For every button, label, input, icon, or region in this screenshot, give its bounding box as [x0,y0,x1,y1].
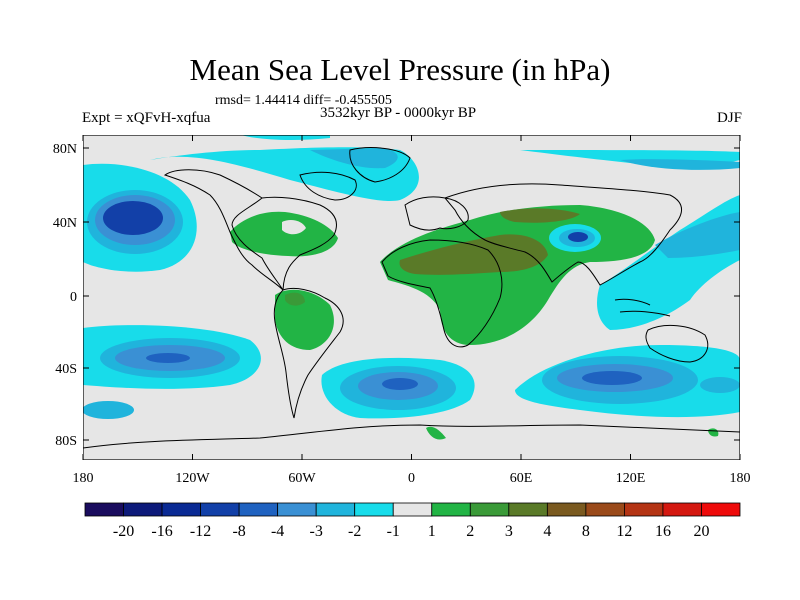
lon-tick-label: 60W [288,471,316,486]
colorbar-label: -2 [348,523,361,540]
north-america-anomaly [230,211,338,257]
colorbar-swatch [123,502,163,517]
north-pacific-anomaly [83,163,197,272]
lon-tick-label: 180 [73,471,94,486]
colorbar-label: -20 [113,523,134,540]
colorbar-label: 20 [693,523,709,540]
colorbar-label: 3 [505,523,513,540]
lon-tick-label: 120W [175,471,210,486]
lat-tick-label: 80N [53,142,77,157]
colorbar-swatch [508,502,548,517]
season-label: DJF [716,110,742,126]
colorbar-swatch [392,502,433,517]
colorbar-swatch [277,502,317,517]
lat-tick-label: 40N [53,216,77,231]
longitude-axis: 180 120W 60W 0 60E 120E 180 [73,135,751,486]
lon-tick-label: 120E [616,471,646,486]
arctic-anomaly [150,135,740,201]
colorbar-swatch [431,502,471,517]
colorbar-label: -12 [190,523,211,540]
colorbar-label: -1 [387,523,400,540]
lon-tick-label: 0 [408,471,415,486]
lat-tick-label: 80S [55,434,77,449]
colorbar-swatch [662,502,702,517]
colorbar-swatch [585,502,625,517]
colorbar-label: 16 [655,523,671,540]
south-atlantic-anomaly [321,357,475,419]
colorbar-swatch [200,502,240,517]
colorbar-label: 4 [543,523,551,540]
south-pacific-anomaly [83,325,261,419]
colorbar-swatch [238,502,279,517]
colorbar-swatch [161,502,201,517]
south-indian-anomaly [515,345,740,418]
colorbar-label: -16 [151,523,172,540]
colorbar: -20 -16 -12 -8 -4 -3 -2 -1 1 2 3 4 8 12 16 20 [84,502,741,540]
colorbar-label: -8 [232,523,245,540]
colorbar-label: -3 [310,523,323,540]
south-america-anomaly [275,289,334,350]
stats-line: rmsd= 1.44414 diff= -0.455505 [215,93,392,108]
colorbar-label: -4 [271,523,284,540]
lat-tick-label: 0 [70,290,77,305]
colorbar-swatch [701,502,741,517]
coastlines [83,147,740,449]
africa-eurasia-anomaly [380,205,655,345]
lon-tick-label: 180 [730,471,751,486]
colorbar-swatch [315,502,356,517]
colorbar-label: 2 [466,523,474,540]
colorbar-swatch [354,502,394,517]
colorbar-label: 1 [428,523,436,540]
lon-tick-label: 60E [510,471,533,486]
colorbar-swatch [84,502,124,517]
lat-tick-label: 40S [55,362,77,377]
experiment-label: Expt = xQFvH-xqfua [82,110,211,126]
colorbar-swatch [469,502,510,517]
west-pacific-anomaly [597,195,740,330]
period-label: 3532kyr BP - 0000kyr BP [320,105,477,121]
colorbar-label: 8 [582,523,590,540]
colorbar-swatch [546,502,587,517]
colorbar-swatch [624,502,664,517]
latitude-axis: 80N 40N 0 40S 80S [53,142,740,449]
plot-title: Mean Sea Level Pressure (in hPa) [189,52,611,87]
colorbar-label: 12 [616,523,632,540]
